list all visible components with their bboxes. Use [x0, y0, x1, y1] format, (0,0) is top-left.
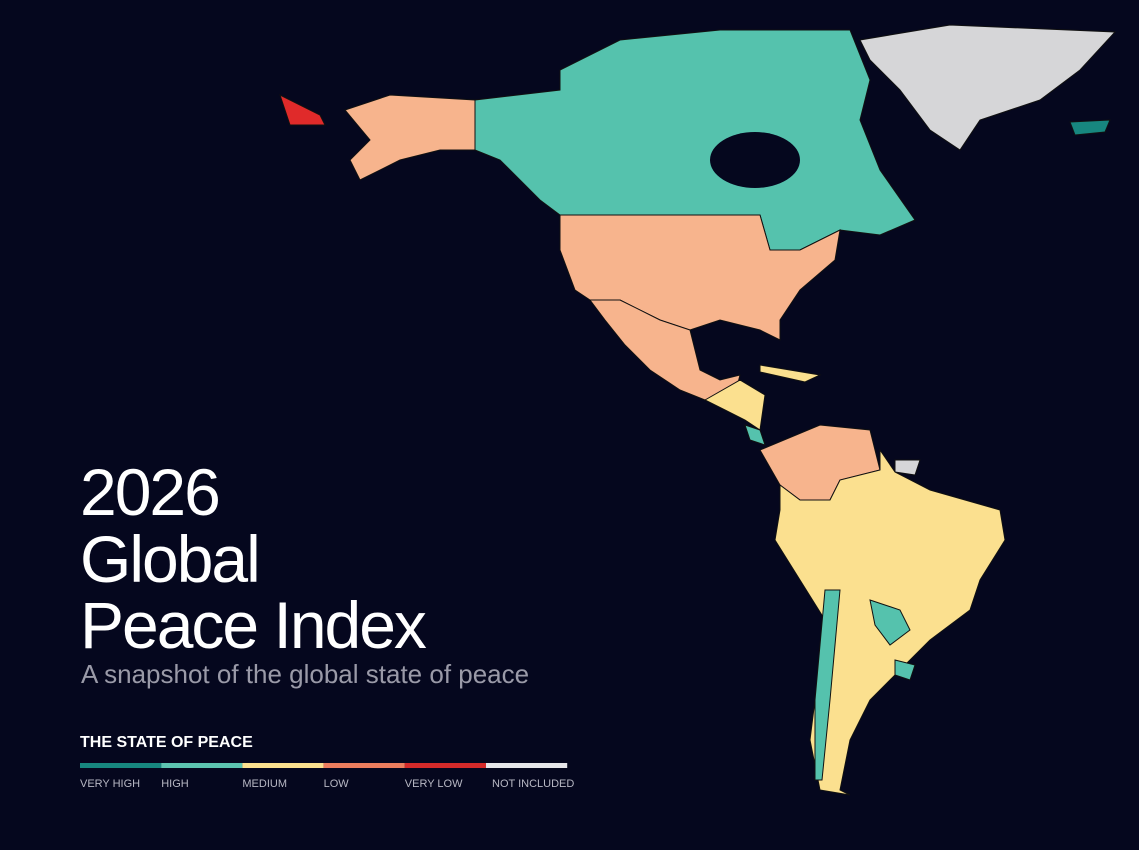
- uruguay: [894, 659, 916, 681]
- subtitle: A snapshot of the global state of peace: [81, 659, 529, 689]
- legend-label: MEDIUM: [242, 778, 287, 790]
- alaska: [344, 94, 476, 181]
- hudson-bay: [710, 132, 800, 188]
- costa-rica: [744, 424, 766, 446]
- guiana: [894, 459, 921, 476]
- paraguay: [869, 599, 911, 646]
- legend-swatch: [242, 763, 324, 768]
- legend-swatch: [323, 763, 405, 768]
- legend-swatch: [80, 763, 162, 768]
- legend-label: NOT INCLUDED: [492, 778, 574, 790]
- legend-label: VERY HIGH: [80, 778, 140, 790]
- legend-label: VERY LOW: [405, 778, 463, 790]
- greenland: [859, 24, 1117, 151]
- title-line: 2026: [80, 455, 219, 529]
- iceland: [1069, 119, 1111, 136]
- legend-label: LOW: [324, 778, 350, 790]
- legend-title: THE STATE OF PEACE: [80, 734, 253, 751]
- usa: [559, 214, 841, 341]
- title-line: Peace Index: [80, 588, 427, 662]
- cuba: [759, 364, 822, 383]
- legend-swatch: [404, 763, 486, 768]
- chile: [814, 589, 841, 781]
- legend-swatch: [486, 763, 568, 768]
- map: [279, 24, 1117, 796]
- legend-swatch: [161, 763, 243, 768]
- canada: [474, 29, 916, 251]
- legend-label: HIGH: [161, 778, 189, 790]
- title-line: Global: [80, 522, 259, 596]
- russia-tip: [279, 94, 326, 126]
